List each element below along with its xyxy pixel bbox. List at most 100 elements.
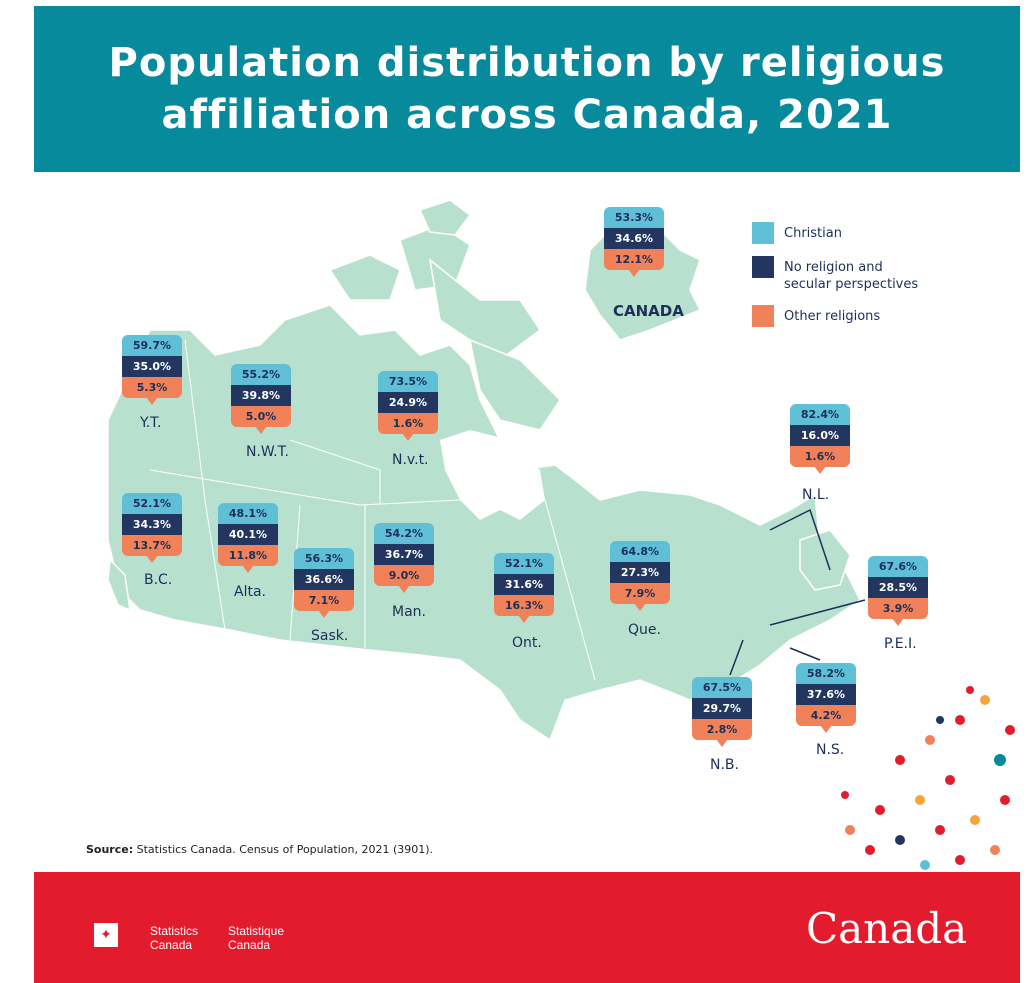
canada-flag-icon: ✦ xyxy=(82,923,130,947)
callout-pointer xyxy=(318,610,330,618)
value-other-pei: 3.9% xyxy=(868,598,928,619)
value-no-religion-yt: 35.0% xyxy=(122,356,182,377)
region-label-man: Man. xyxy=(392,604,426,620)
value-other-canada: 12.1% xyxy=(604,249,664,270)
legend-label-other: Other religions xyxy=(784,309,881,324)
region-label-nvt: N.v.t. xyxy=(392,452,429,468)
region-box-nb: 67.5% 29.7% 2.8% xyxy=(692,677,752,747)
value-christian-man: 54.2% xyxy=(374,523,434,544)
ns-leader xyxy=(789,647,821,661)
value-christian-ns: 58.2% xyxy=(796,663,856,684)
value-christian-nb: 67.5% xyxy=(692,677,752,698)
value-no-religion-nb: 29.7% xyxy=(692,698,752,719)
region-label-ont: Ont. xyxy=(512,635,542,651)
title-line-2: affiliation across Canada, 2021 xyxy=(161,92,893,138)
org-fr-line-2: Canada xyxy=(228,938,271,952)
legend-swatch-christian xyxy=(752,222,774,244)
nb-leader xyxy=(729,639,744,676)
border-nwt-nvt xyxy=(289,439,381,505)
value-other-bc: 13.7% xyxy=(122,535,182,556)
callout-pointer xyxy=(634,603,646,611)
callout-pointer xyxy=(892,618,904,626)
value-christian-canada: 53.3% xyxy=(604,207,664,228)
decorative-maple-pattern xyxy=(841,686,1015,870)
region-label-bc: B.C. xyxy=(144,572,173,588)
value-christian-pei: 67.6% xyxy=(868,556,928,577)
border-bc-alta xyxy=(204,499,226,631)
value-other-ont: 16.3% xyxy=(494,595,554,616)
org-en-line-1: Statistics xyxy=(150,924,199,938)
value-no-religion-canada: 34.6% xyxy=(604,228,664,249)
region-box-pei: 67.6% 28.5% 3.9% xyxy=(868,556,928,626)
mainland-shape xyxy=(107,304,861,742)
source-prefix: Source: xyxy=(86,843,134,856)
org-en-line-2: Canada xyxy=(150,938,193,952)
value-other-nvt: 1.6% xyxy=(378,413,438,434)
region-box-sask: 56.3% 36.6% 7.1% xyxy=(294,548,354,618)
region-box-ns: 58.2% 37.6% 4.2% xyxy=(796,663,856,733)
org-fr-line-1: Statistique xyxy=(228,924,285,938)
callout-pointer xyxy=(628,269,640,277)
source-note: Source: Statistics Canada. Census of Pop… xyxy=(86,843,433,856)
callout-pointer xyxy=(146,397,158,405)
value-other-nwt: 5.0% xyxy=(231,406,291,427)
value-christian-bc: 52.1% xyxy=(122,493,182,514)
canada-wordmark: Canada xyxy=(806,904,968,953)
callout-pointer xyxy=(255,426,267,434)
footer-bar: ✦ Statistics Canada Statistique Canada C… xyxy=(34,872,1020,983)
border-yt-nwt xyxy=(184,339,206,501)
value-no-religion-bc: 34.3% xyxy=(122,514,182,535)
region-label-canada: CANADA xyxy=(613,302,684,320)
org-name-english: Statistics Canada xyxy=(150,924,198,952)
value-christian-nl: 82.4% xyxy=(790,404,850,425)
arctic-island-1 xyxy=(328,254,401,301)
region-box-canada: 53.3% 34.6% 12.1% xyxy=(604,207,664,277)
legend-item-no-religion: No religion and secular perspectives xyxy=(752,256,972,293)
value-other-nb: 2.8% xyxy=(692,719,752,740)
org-name-french: Statistique Canada xyxy=(228,924,284,952)
region-box-nwt: 55.2% 39.8% 5.0% xyxy=(231,364,291,434)
pei-leader xyxy=(769,599,866,626)
region-label-pei: P.E.I. xyxy=(884,636,917,652)
region-label-nl: N.L. xyxy=(802,487,830,503)
hudson-bay xyxy=(440,430,545,520)
value-no-religion-nvt: 24.9% xyxy=(378,392,438,413)
legend-item-christian: Christian xyxy=(752,222,972,244)
legend-swatch-no-religion xyxy=(752,256,774,278)
region-box-yt: 59.7% 35.0% 5.3% xyxy=(122,335,182,405)
value-no-religion-pei: 28.5% xyxy=(868,577,928,598)
legend-label-no-religion-2: secular perspectives xyxy=(784,277,919,292)
legend-label-no-religion-1: No religion and xyxy=(784,260,883,275)
value-christian-que: 64.8% xyxy=(610,541,670,562)
region-box-que: 64.8% 27.3% 7.9% xyxy=(610,541,670,611)
callout-pointer xyxy=(402,433,414,441)
value-other-yt: 5.3% xyxy=(122,377,182,398)
region-label-sask: Sask. xyxy=(311,628,349,644)
legend-swatch-other xyxy=(752,305,774,327)
value-no-religion-nl: 16.0% xyxy=(790,425,850,446)
value-other-alta: 11.8% xyxy=(218,545,278,566)
source-text: Statistics Canada. Census of Population,… xyxy=(133,843,434,856)
value-christian-yt: 59.7% xyxy=(122,335,182,356)
legend-item-other: Other religions xyxy=(752,305,972,327)
arctic-island-3 xyxy=(428,258,542,361)
arctic-island-5 xyxy=(468,338,561,431)
nl-leader xyxy=(769,508,831,571)
callout-pointer xyxy=(820,725,832,733)
callout-pointer xyxy=(242,565,254,573)
region-label-ns: N.S. xyxy=(816,742,845,758)
region-box-ont: 52.1% 31.6% 16.3% xyxy=(494,553,554,623)
region-label-alta: Alta. xyxy=(234,584,266,600)
region-box-man: 54.2% 36.7% 9.0% xyxy=(374,523,434,593)
newfoundland-island xyxy=(799,529,851,591)
value-other-ns: 4.2% xyxy=(796,705,856,726)
region-box-bc: 52.1% 34.3% 13.7% xyxy=(122,493,182,563)
title-line-1: Population distribution by religious xyxy=(108,40,946,86)
value-no-religion-ns: 37.6% xyxy=(796,684,856,705)
border-territories xyxy=(149,469,461,506)
region-label-nwt: N.W.T. xyxy=(246,444,289,460)
region-box-alta: 48.1% 40.1% 11.8% xyxy=(218,503,278,573)
value-other-nl: 1.6% xyxy=(790,446,850,467)
value-other-que: 7.9% xyxy=(610,583,670,604)
